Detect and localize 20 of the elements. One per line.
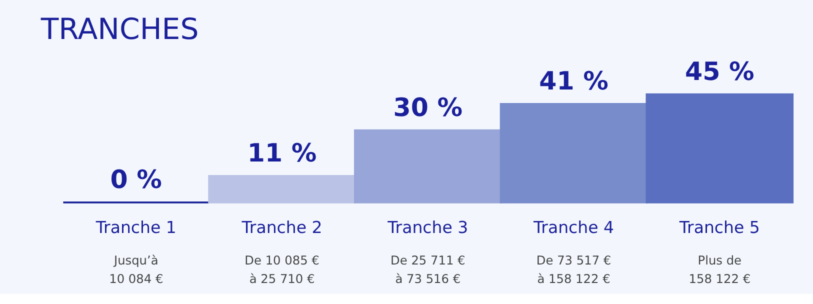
bar [208,175,356,204]
data-label: 11 % [247,138,317,168]
x-tick-label: Tranche 4 [532,218,614,238]
text: Plus de 158 122 € [688,254,751,286]
data-label: 45 % [685,56,754,86]
data-label: 0 % [110,164,162,194]
text: De 25 711 € à 73 516 € [390,254,466,286]
x-tick-label: Tranche 3 [386,218,468,238]
text: Jusqu’à 10 084 € [109,254,164,286]
data-label: 30 % [393,92,463,122]
bar [354,129,502,204]
bar [500,103,648,204]
x-tick-label: Tranche 1 [94,218,176,238]
text: De 10 085 € à 25 710 € [244,254,320,286]
text: De 73 517 € à 158 122 € [536,254,612,286]
x-tick-label: Tranche 2 [240,218,322,238]
data-label: 41 % [539,66,608,96]
bar [646,93,794,204]
chart-title: TRANCHES [40,12,199,46]
x-tick-label: Tranche 5 [678,218,760,238]
